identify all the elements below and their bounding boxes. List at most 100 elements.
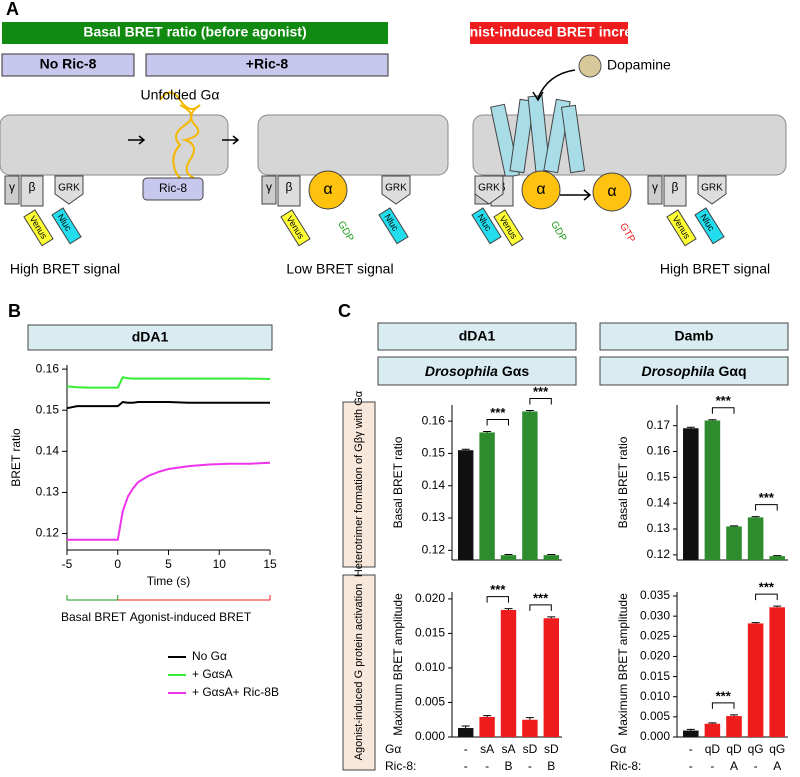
grk-label: GRK [701, 183, 723, 194]
x-tick-label-2: B [504, 759, 512, 773]
header-box [27, 324, 273, 351]
no-ric8-box [1, 53, 135, 77]
venus-tag [280, 209, 311, 247]
membrane [0, 114, 229, 176]
significance-label: *** [716, 688, 732, 703]
basal-banner [2, 22, 388, 44]
gamma-label: γ [9, 180, 15, 194]
error-bar [686, 426, 695, 429]
side-box [342, 574, 376, 771]
header-box [377, 322, 577, 351]
error-bar [525, 409, 534, 412]
venus-tag [493, 209, 524, 247]
x-tick-label-2: - [689, 759, 693, 773]
y-tick-label: 0.16 [647, 444, 671, 458]
y-tick-label: 0.16 [422, 413, 446, 427]
signal-label: High BRET signal [660, 261, 770, 277]
x-tick-label-2: - [485, 759, 489, 773]
data-line [66, 376, 271, 389]
bar [500, 555, 517, 560]
alpha-subunit [592, 172, 632, 212]
y-tick-label: 0.15 [422, 446, 446, 460]
protein: Gαs [502, 363, 529, 379]
gdp-label: GDP [548, 219, 569, 244]
membrane [257, 114, 449, 176]
y-tick-label: 0.12 [647, 547, 671, 561]
gamma-subunit [4, 175, 20, 205]
x-tick-label: sD [544, 742, 559, 756]
x-tick-label: - [689, 742, 693, 756]
ric8-protein [142, 177, 204, 201]
grk [474, 175, 504, 205]
y-tick-label: 0.015 [415, 626, 445, 640]
header-box [599, 322, 789, 351]
beta-subunit [277, 175, 301, 207]
significance-label: *** [490, 405, 506, 420]
box-text: +Ric-8 [246, 56, 289, 72]
error-bar [686, 728, 695, 731]
y-tick-label: 0.000 [415, 729, 445, 743]
gtp-label: GTP [617, 221, 637, 245]
x-axis-label: Time (s) [147, 574, 191, 588]
bar [457, 450, 474, 560]
y-tick-label: 0.15 [36, 402, 60, 416]
header-text: Drosophila Gαs [425, 363, 530, 379]
y-tick-label: 0.12 [36, 526, 60, 540]
y-tick-label: 0.13 [647, 521, 671, 535]
y-axis-label: Basal BRET ratio [616, 436, 630, 528]
y-tick-label: 0.015 [640, 669, 670, 683]
header-box [377, 356, 577, 386]
error-bar [547, 554, 556, 556]
species: Drosophila [641, 363, 714, 379]
error-bar [773, 555, 782, 557]
bar [479, 432, 495, 560]
error-bar [730, 714, 738, 717]
bar [726, 716, 742, 737]
arrow [222, 135, 240, 145]
plus-ric8-box [145, 53, 389, 77]
agonist-banner [470, 22, 628, 44]
arrow [537, 69, 576, 99]
banner-text: Agonist-induced BRET increase [442, 24, 655, 40]
error-bar [504, 608, 513, 610]
arrow-head [532, 91, 544, 102]
y-tick-label: 0.025 [640, 628, 670, 642]
y-axis-label: BRET ratio [9, 428, 23, 487]
significance-label: *** [759, 490, 775, 505]
y-tick-label: 0.020 [415, 591, 445, 605]
x-tick-label-2: - [464, 759, 468, 773]
unfolded-label: Unfolded Gα [141, 87, 220, 103]
x-tick-label-2: A [773, 759, 781, 773]
significance-bracket [711, 407, 735, 414]
row-label: Gα [610, 742, 626, 756]
y-axis-label: Maximum BRET amplitude [616, 593, 630, 736]
data-line [66, 400, 270, 410]
gamma-subunit [261, 175, 277, 205]
header-text: dDA1 [459, 328, 496, 344]
y-tick-label: 0.005 [415, 695, 445, 709]
y-tick-label: 0.13 [422, 510, 446, 524]
bar [500, 609, 517, 737]
side-label: Heterotrimer formation of Gβγ with Gα [353, 390, 365, 577]
error-bar [525, 717, 534, 720]
signal-label: High BRET signal [10, 261, 120, 277]
panel-label: A [6, 0, 19, 19]
y-tick-label: 0.17 [647, 418, 671, 432]
significance-bracket [486, 596, 509, 603]
row-label: Gα [385, 742, 401, 756]
bar [704, 723, 721, 737]
significance-bracket [486, 418, 509, 426]
gdp-label: GDP [335, 219, 356, 244]
bar [683, 428, 699, 560]
row-label: Ric-8: [385, 759, 416, 773]
x-tick-label: sA [501, 742, 515, 756]
side-box [342, 401, 376, 568]
x-tick-label: qD [705, 742, 721, 756]
y-tick-label: 0.15 [647, 470, 671, 484]
box-text: No Ric-8 [40, 56, 97, 72]
error-bar [504, 554, 513, 556]
grk-label: GRK [58, 183, 80, 194]
x-tick-label-2: A [730, 759, 738, 773]
x-tick-label: qG [769, 742, 785, 756]
